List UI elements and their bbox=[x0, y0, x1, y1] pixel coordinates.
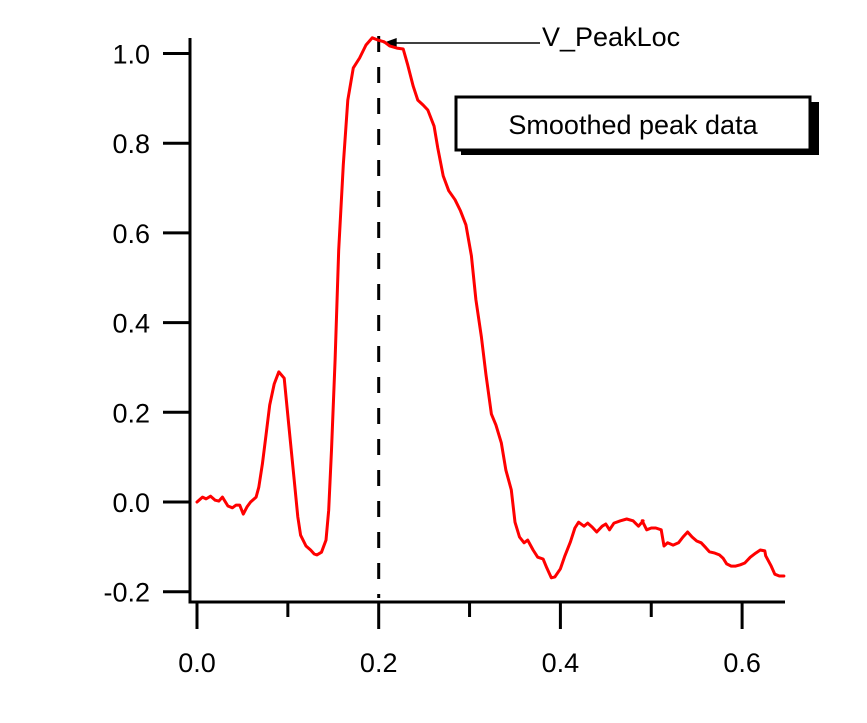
x-tick-label: 0.2 bbox=[360, 648, 398, 678]
legend: Smoothed peak data bbox=[454, 95, 819, 155]
annotation-label: V_PeakLoc bbox=[542, 22, 680, 52]
y-tick-label: 0.2 bbox=[112, 398, 150, 428]
ticks: -0.2 0.0 0.2 0.4 0.6 0.8 1.0 0.0 0.2 0.4 0.6 bbox=[103, 40, 760, 679]
y-tick-label: -0.2 bbox=[103, 578, 150, 608]
annotation-layer: V_PeakLoc bbox=[377, 22, 680, 598]
x-tick-label: 0.4 bbox=[542, 648, 580, 678]
y-tick-label: 0.8 bbox=[112, 129, 150, 159]
legend-box bbox=[454, 95, 812, 152]
series-line-smoothed-peak-data bbox=[195, 36, 786, 580]
y-tick-label: 0.6 bbox=[112, 219, 150, 249]
x-tick-label: 0.0 bbox=[178, 648, 216, 678]
y-tick-label: 1.0 bbox=[112, 40, 150, 70]
series-layer bbox=[195, 36, 786, 580]
y-tick-label: 0.4 bbox=[112, 309, 150, 339]
x-tick-label: 0.6 bbox=[723, 648, 761, 678]
legend-label: Smoothed peak data bbox=[508, 110, 758, 140]
y-tick-label: 0.0 bbox=[112, 488, 150, 518]
